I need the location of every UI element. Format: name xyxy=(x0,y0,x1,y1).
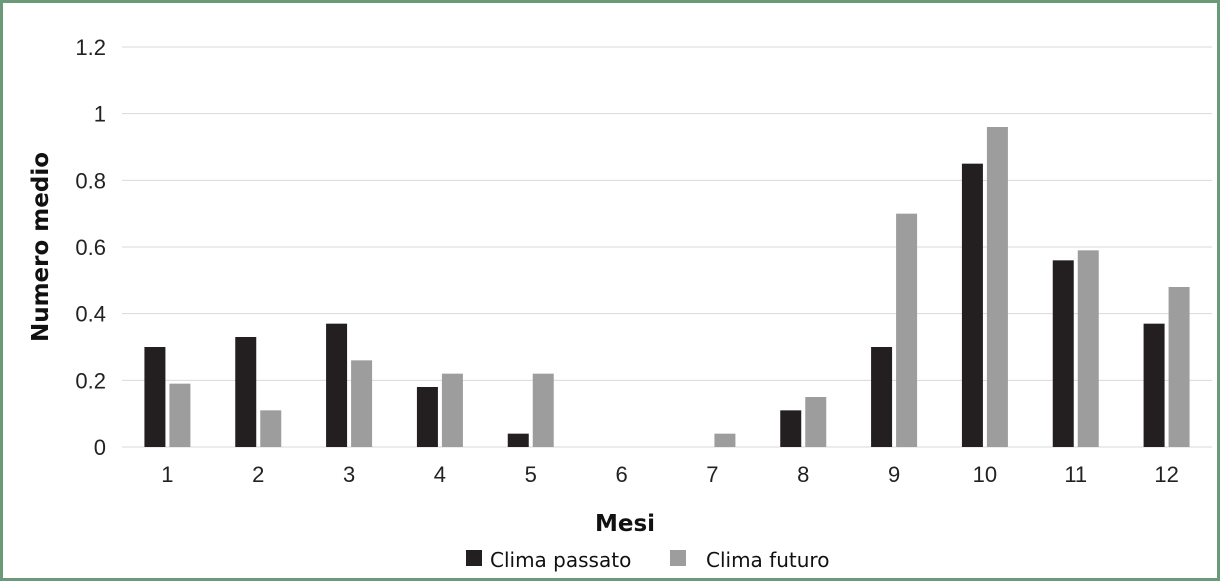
x-tick-label: 6 xyxy=(615,462,627,487)
legend: Clima passato Clima futuro xyxy=(466,548,829,572)
bar-clima-futuro-9 xyxy=(896,213,918,447)
x-axis-ticks: 1 2 3 4 5 6 7 8 9 10 11 12 xyxy=(161,462,1179,487)
y-tick-label: 0.2 xyxy=(75,368,106,393)
bar-clima-futuro-3 xyxy=(351,360,373,447)
legend-swatch-clima-passato xyxy=(466,550,482,566)
bar-clima-passato-10 xyxy=(961,163,983,447)
y-tick-label: 1 xyxy=(94,102,106,127)
x-tick-label: 5 xyxy=(525,462,537,487)
x-tick-label: 7 xyxy=(706,462,718,487)
x-tick-label: 11 xyxy=(1064,462,1087,487)
bar-clima-futuro-8 xyxy=(805,397,827,447)
x-tick-label: 9 xyxy=(888,462,900,487)
legend-swatch-clima-futuro xyxy=(670,550,686,566)
x-tick-label: 1 xyxy=(161,462,173,487)
y-tick-label: 0.6 xyxy=(75,235,106,260)
bar-clima-passato-5 xyxy=(507,433,529,447)
bar-clima-futuro-12 xyxy=(1168,287,1190,447)
bar-clima-futuro-4 xyxy=(441,373,463,447)
bar-clima-passato-4 xyxy=(416,387,438,447)
bar-clima-passato-1 xyxy=(144,347,166,447)
y-tick-label: 0.4 xyxy=(75,302,106,327)
x-tick-label: 2 xyxy=(252,462,264,487)
bar-clima-futuro-10 xyxy=(986,127,1008,447)
y-axis-title: Numero medio xyxy=(28,152,54,342)
bar-clima-passato-8 xyxy=(780,410,802,447)
x-tick-label: 3 xyxy=(343,462,355,487)
y-tick-label: 1.2 xyxy=(75,35,106,60)
gridlines xyxy=(122,46,1212,448)
x-tick-label: 10 xyxy=(973,462,997,487)
bar-clima-passato-9 xyxy=(871,347,893,447)
bar-clima-futuro-5 xyxy=(532,373,554,447)
y-tick-label: 0.8 xyxy=(75,168,106,193)
x-tick-label: 4 xyxy=(434,462,446,487)
bar-clima-futuro-2 xyxy=(260,410,282,447)
bars xyxy=(144,127,1190,447)
y-axis-ticks: 0 0.2 0.4 0.6 0.8 1 1.2 xyxy=(75,35,106,460)
x-tick-label: 8 xyxy=(797,462,809,487)
bar-clima-passato-2 xyxy=(235,337,257,447)
bar-clima-futuro-7 xyxy=(714,433,736,447)
x-tick-label: 12 xyxy=(1154,462,1178,487)
bar-clima-futuro-1 xyxy=(169,383,191,447)
bar-clima-passato-3 xyxy=(326,323,348,447)
bar-clima-passato-11 xyxy=(1052,260,1074,447)
y-tick-label: 0 xyxy=(94,435,106,460)
legend-label-clima-futuro: Clima futuro xyxy=(706,548,829,572)
bar-clima-passato-12 xyxy=(1143,323,1165,447)
x-axis-title: Mesi xyxy=(595,511,655,537)
bar-clima-futuro-11 xyxy=(1077,250,1099,447)
legend-label-clima-passato: Clima passato xyxy=(490,548,631,572)
